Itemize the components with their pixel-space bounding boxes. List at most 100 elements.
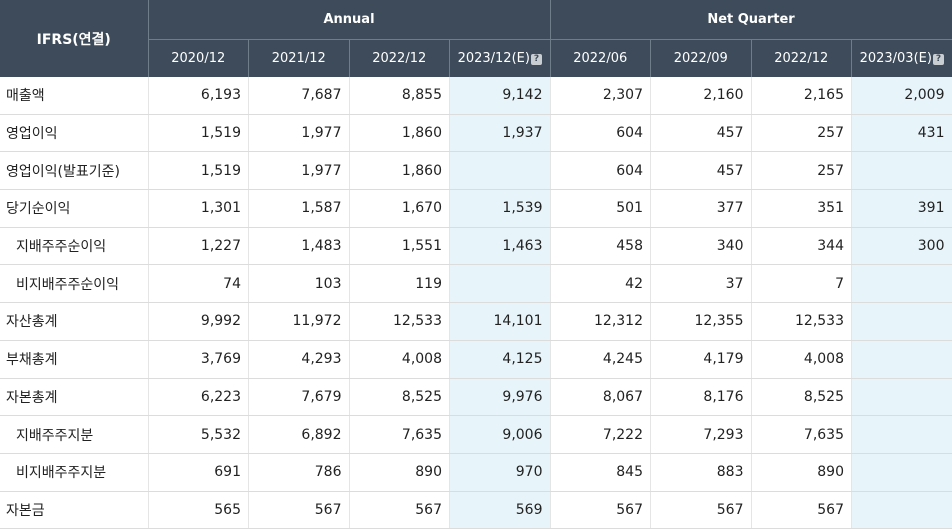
table-cell: 257 <box>751 114 852 153</box>
table-row: 지배주주순이익 1,227 1,483 1,551 1,463 458 340 344 300 <box>0 227 952 266</box>
column-header: 2022/06 <box>550 39 651 77</box>
row-label[interactable]: 영업이익(발표기준) <box>0 151 149 191</box>
row-label[interactable]: 지배주주순이익 <box>0 227 149 266</box>
table-cell: 1,860 <box>349 114 450 153</box>
table-cell: 1,519 <box>148 114 249 153</box>
row-label[interactable]: 지배주주지분 <box>0 415 149 454</box>
table-cell <box>851 340 952 379</box>
row-label[interactable]: 부채총계 <box>0 340 149 379</box>
table-cell: 786 <box>248 453 350 492</box>
table-cell: 569 <box>449 491 551 530</box>
table-row: 영업이익 1,519 1,977 1,860 1,937 604 457 257 431 <box>0 114 952 153</box>
table-row: 당기순이익 1,301 1,587 1,670 1,539 501 377 351 391 <box>0 189 952 228</box>
table-body: 매출액 6,193 7,687 8,855 9,142 2,307 2,160 2,165 2,… <box>0 77 952 530</box>
table-cell: 7,293 <box>650 415 752 454</box>
table-row: 영업이익(발표기준) 1,519 1,977 1,860 604 457 257 <box>0 151 952 191</box>
row-label[interactable]: 비지배주주지분 <box>0 453 149 492</box>
table-cell: 457 <box>650 151 752 191</box>
table-cell: 1,977 <box>248 151 350 191</box>
table-cell: 1,483 <box>248 227 350 266</box>
table-cell: 8,525 <box>349 378 450 417</box>
table-row: 매출액 6,193 7,687 8,855 9,142 2,307 2,160 2,165 2,… <box>0 77 952 115</box>
table-cell: 7 <box>751 264 852 304</box>
table-cell: 2,009 <box>851 77 952 115</box>
table-cell: 9,976 <box>449 378 551 417</box>
column-header-label: 2022/09 <box>673 51 728 66</box>
table-cell: 8,067 <box>550 378 651 417</box>
table-cell: 6,193 <box>148 77 249 115</box>
table-row: 자본금 565 567 567 569 567 567 567 <box>0 491 952 530</box>
column-header-label: 2021/12 <box>271 51 326 66</box>
table-cell: 1,937 <box>449 114 551 153</box>
table-cell: 103 <box>248 264 350 304</box>
table-cell: 1,551 <box>349 227 450 266</box>
row-label[interactable]: 자산총계 <box>0 302 149 341</box>
help-icon[interactable]: ? <box>530 54 542 65</box>
table-cell <box>851 415 952 454</box>
column-header-estimate: 2023/12(E)? <box>449 39 551 77</box>
table-cell: 340 <box>650 227 752 266</box>
table-cell: 845 <box>550 453 651 492</box>
table-cell: 567 <box>550 491 651 530</box>
table-cell: 12,355 <box>650 302 752 341</box>
column-header: 2022/12 <box>751 39 852 77</box>
table-cell: 119 <box>349 264 450 304</box>
table-cell: 14,101 <box>449 302 551 341</box>
table-cell: 4,125 <box>449 340 551 379</box>
table-cell <box>449 151 551 191</box>
table-row: 자본총계 6,223 7,679 8,525 9,976 8,067 8,176 8,525 <box>0 378 952 417</box>
table-cell: 890 <box>751 453 852 492</box>
row-label[interactable]: 자본총계 <box>0 378 149 417</box>
column-header-label: 2022/12 <box>372 51 427 66</box>
table-cell: 5,532 <box>148 415 249 454</box>
table-cell: 4,008 <box>751 340 852 379</box>
row-label[interactable]: 비지배주주순이익 <box>0 264 149 304</box>
table-cell: 37 <box>650 264 752 304</box>
table-cell: 11,972 <box>248 302 350 341</box>
row-label[interactable]: 당기순이익 <box>0 189 149 228</box>
column-header-estimate: 2023/03(E)? <box>851 39 952 77</box>
table-cell: 883 <box>650 453 752 492</box>
table-cell: 6,892 <box>248 415 350 454</box>
group-header-annual: Annual <box>148 0 551 40</box>
table-cell: 1,463 <box>449 227 551 266</box>
table-cell: 344 <box>751 227 852 266</box>
row-label[interactable]: 매출액 <box>0 77 149 115</box>
table-cell: 567 <box>248 491 350 530</box>
table-cell: 1,519 <box>148 151 249 191</box>
table-cell: 2,160 <box>650 77 752 115</box>
table-cell: 9,006 <box>449 415 551 454</box>
table-cell: 7,687 <box>248 77 350 115</box>
table-cell: 567 <box>751 491 852 530</box>
table-cell: 457 <box>650 114 752 153</box>
table-cell: 7,222 <box>550 415 651 454</box>
table-cell: 391 <box>851 189 952 228</box>
table-cell: 4,245 <box>550 340 651 379</box>
row-label[interactable]: 영업이익 <box>0 114 149 153</box>
table-cell: 1,301 <box>148 189 249 228</box>
table-cell: 7,679 <box>248 378 350 417</box>
table-cell: 9,992 <box>148 302 249 341</box>
table-cell: 2,165 <box>751 77 852 115</box>
table-cell: 890 <box>349 453 450 492</box>
table-cell: 6,223 <box>148 378 249 417</box>
help-icon[interactable]: ? <box>932 54 944 65</box>
table-cell: 4,008 <box>349 340 450 379</box>
table-cell: 12,533 <box>349 302 450 341</box>
column-header: 2022/12 <box>349 39 450 77</box>
table-cell: 42 <box>550 264 651 304</box>
table-cell: 691 <box>148 453 249 492</box>
row-label[interactable]: 자본금 <box>0 491 149 530</box>
table-cell: 9,142 <box>449 77 551 115</box>
table-cell: 8,855 <box>349 77 450 115</box>
table-cell: 351 <box>751 189 852 228</box>
column-header-label: 2020/12 <box>171 51 226 66</box>
table-cell: 7,635 <box>349 415 450 454</box>
table-cell <box>851 491 952 530</box>
table-cell <box>851 264 952 304</box>
table-cell: 458 <box>550 227 651 266</box>
table-cell: 1,977 <box>248 114 350 153</box>
table-cell: 12,533 <box>751 302 852 341</box>
table-row: 자산총계 9,992 11,972 12,533 14,101 12,312 12,355 1… <box>0 302 952 341</box>
